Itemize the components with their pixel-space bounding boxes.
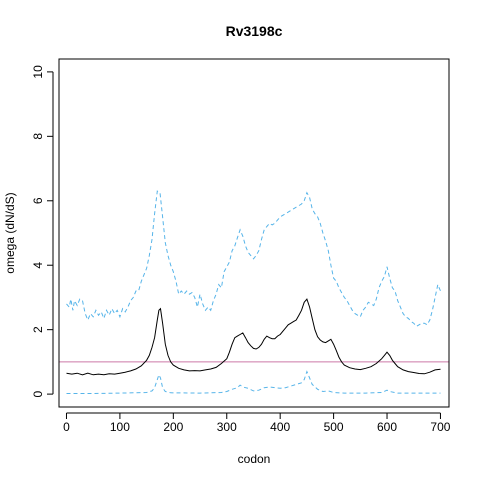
- x-tick-label-700: 700: [430, 420, 450, 434]
- y-axis-label: omega (dN/dS): [3, 192, 17, 273]
- x-tick-label-400: 400: [270, 420, 290, 434]
- y-tick-label-0: 0: [31, 390, 45, 397]
- x-axis-label: codon: [238, 452, 271, 466]
- y-tick-label-2: 2: [31, 326, 45, 333]
- x-tick-label-600: 600: [377, 420, 397, 434]
- x-tick-label-200: 200: [163, 420, 183, 434]
- y-tick-label-6: 6: [31, 197, 45, 204]
- y-tick-label-10: 10: [31, 65, 45, 79]
- x-tick-label-0: 0: [63, 420, 70, 434]
- plot-area: 0 100 200 300 400 500 600 700 0 2 4 6 8 10: [31, 58, 451, 434]
- series-upper-line: [66, 190, 441, 328]
- series-estimate-line: [66, 298, 441, 376]
- x-tick-label-100: 100: [110, 420, 130, 434]
- y-tick-label-4: 4: [31, 262, 45, 269]
- y-tick-label-8: 8: [31, 133, 45, 140]
- x-tick-label-500: 500: [324, 420, 344, 434]
- chart-title: Rv3198c: [226, 23, 283, 39]
- series-lower-line: [66, 370, 441, 394]
- x-tick-label-300: 300: [217, 420, 237, 434]
- plot-frame: [58, 58, 450, 408]
